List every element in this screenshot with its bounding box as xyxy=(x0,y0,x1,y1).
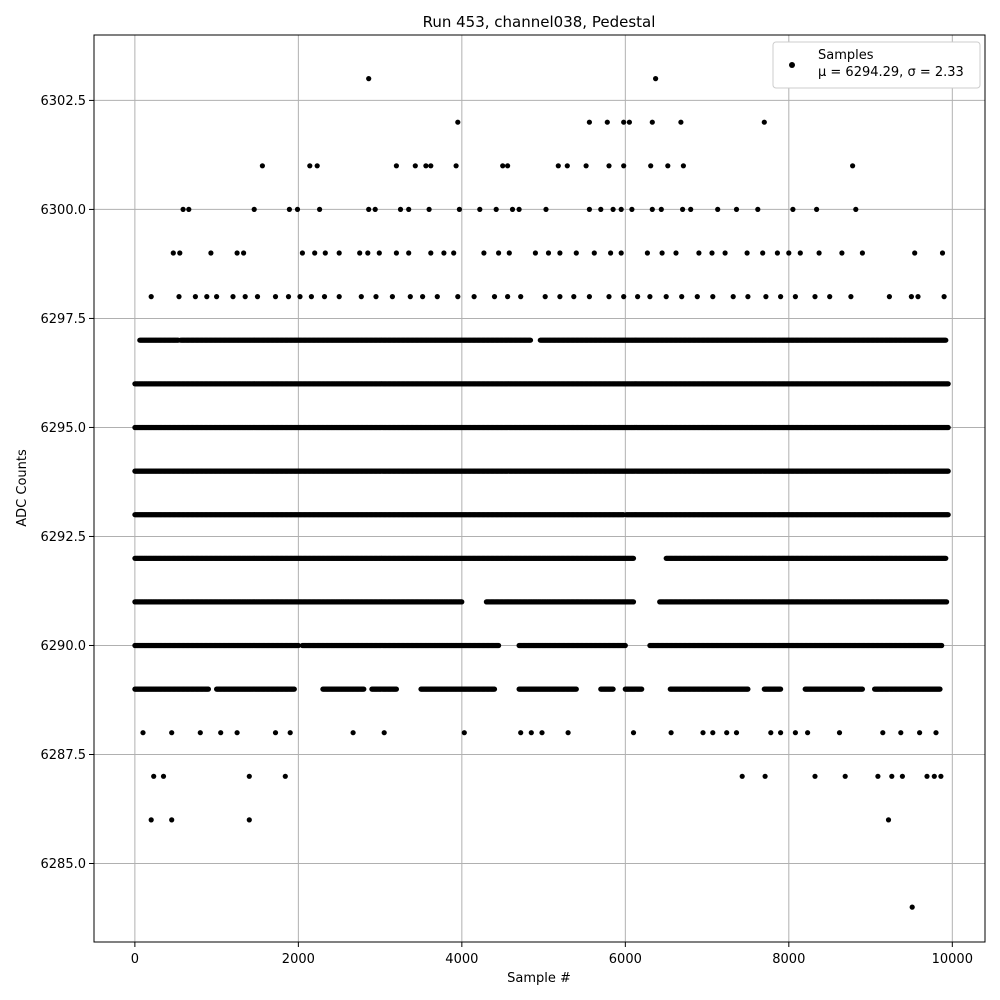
data-point xyxy=(945,468,951,474)
grid-lines xyxy=(94,35,985,942)
data-point xyxy=(943,337,949,343)
data-point xyxy=(945,381,951,387)
data-point xyxy=(527,337,534,343)
data-point xyxy=(945,512,951,518)
data-point xyxy=(945,424,951,431)
chart-title: Run 453, channel038, Pedestal xyxy=(423,13,656,31)
data-points xyxy=(132,76,951,910)
